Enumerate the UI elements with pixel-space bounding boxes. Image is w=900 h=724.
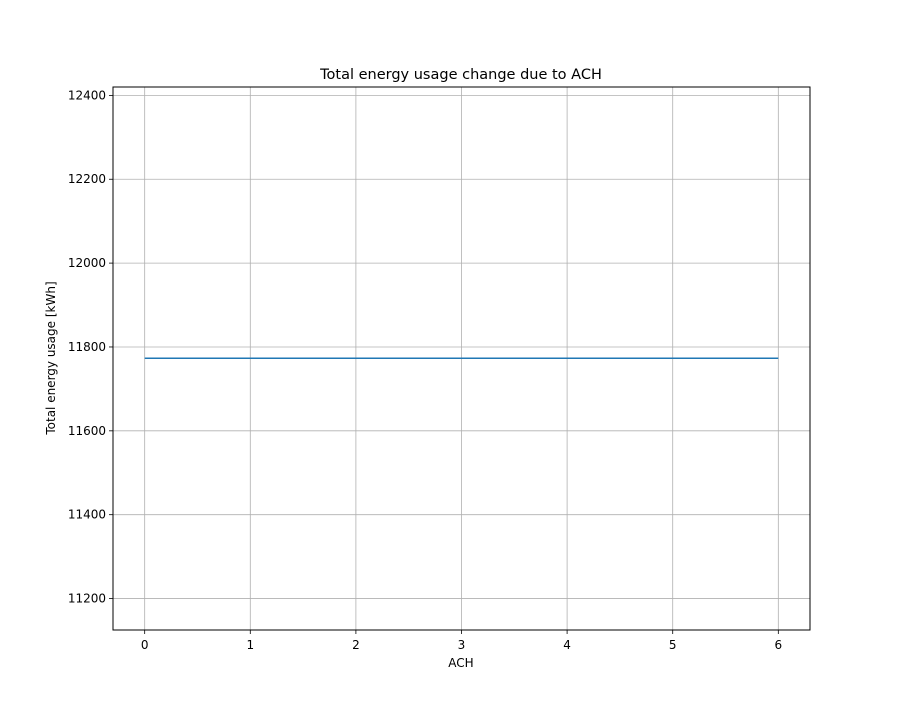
y-tick-label: 11600 — [68, 424, 106, 438]
x-tick-label: 5 — [669, 638, 677, 652]
x-tick-label: 2 — [352, 638, 360, 652]
x-axis: 0 1 2 3 4 5 6 — [141, 630, 782, 652]
y-tick-label: 12200 — [68, 172, 106, 186]
y-axis: 11200 11400 11600 11800 12000 12200 12400 — [68, 88, 113, 606]
x-tick-label: 4 — [563, 638, 571, 652]
y-tick-label: 11400 — [68, 508, 106, 522]
x-axis-label: ACH — [448, 656, 473, 670]
y-tick-label: 11200 — [68, 592, 106, 606]
y-tick-label: 12000 — [68, 256, 106, 270]
x-tick-label: 1 — [246, 638, 254, 652]
y-tick-label: 12400 — [68, 88, 106, 102]
chart-title: Total energy usage change due to ACH — [319, 67, 602, 83]
x-tick-label: 0 — [141, 638, 149, 652]
x-tick-label: 6 — [774, 638, 782, 652]
x-tick-label: 3 — [458, 638, 466, 652]
y-axis-label: Total energy usage [kWh] — [44, 281, 58, 435]
y-tick-label: 11800 — [68, 340, 106, 354]
